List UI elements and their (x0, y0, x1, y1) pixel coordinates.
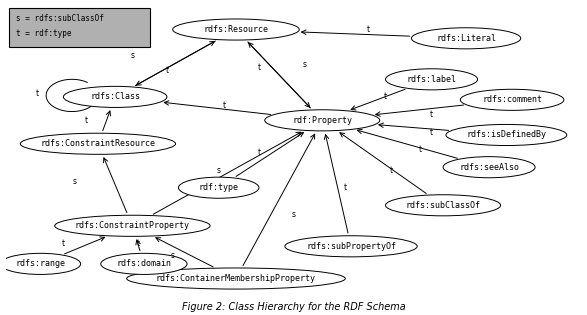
Text: t: t (258, 148, 261, 157)
Text: Figure 2: Class Hierarchy for the RDF Schema: Figure 2: Class Hierarchy for the RDF Sc… (181, 302, 406, 312)
FancyBboxPatch shape (9, 8, 150, 47)
Text: s: s (217, 166, 221, 175)
Text: t: t (419, 145, 421, 154)
Text: rdfs:comment: rdfs:comment (482, 95, 542, 104)
Text: rdfs:Resource: rdfs:Resource (204, 25, 268, 34)
Text: rdf:type: rdf:type (199, 183, 239, 192)
Text: s: s (303, 60, 307, 69)
Ellipse shape (460, 89, 564, 110)
Text: t: t (62, 239, 65, 248)
Text: t: t (367, 25, 370, 34)
Text: rdfs:subPropertyOf: rdfs:subPropertyOf (306, 242, 396, 251)
Text: rdfs:Literal: rdfs:Literal (436, 34, 496, 43)
Text: rdfs:Class: rdfs:Class (90, 92, 140, 101)
Text: s = rdfs:subClassOf
t = rdf:type: s = rdfs:subClassOf t = rdf:type (16, 14, 103, 38)
Text: rdfs:range: rdfs:range (15, 259, 65, 268)
Ellipse shape (411, 28, 521, 49)
Text: s: s (130, 51, 134, 60)
Text: t: t (137, 239, 140, 248)
Text: rdfs:subClassOf: rdfs:subClassOf (406, 201, 481, 210)
Text: s: s (73, 177, 77, 186)
Text: t: t (384, 92, 387, 101)
Ellipse shape (101, 253, 187, 274)
Text: rdfs:label: rdfs:label (407, 75, 457, 84)
Text: rdfs:ConstraintProperty: rdfs:ConstraintProperty (75, 221, 190, 230)
Text: t: t (430, 110, 433, 119)
Ellipse shape (285, 236, 417, 257)
Text: rdfs:ContainerMembershipProperty: rdfs:ContainerMembershipProperty (156, 274, 316, 283)
Ellipse shape (0, 253, 80, 274)
Ellipse shape (21, 133, 176, 154)
Text: t: t (223, 101, 226, 110)
Ellipse shape (173, 19, 299, 40)
Ellipse shape (443, 157, 535, 178)
Text: t: t (258, 63, 261, 72)
Text: t: t (344, 183, 347, 192)
Ellipse shape (55, 215, 210, 236)
Ellipse shape (446, 124, 567, 146)
Ellipse shape (63, 86, 167, 107)
Text: t: t (85, 116, 88, 125)
Text: rdfs:seeAlso: rdfs:seeAlso (459, 163, 519, 172)
Ellipse shape (265, 110, 380, 131)
Text: t: t (166, 66, 168, 75)
Ellipse shape (127, 268, 345, 289)
Ellipse shape (386, 195, 501, 216)
Text: rdfs:ConstraintResource: rdfs:ConstraintResource (41, 139, 156, 148)
Text: t: t (390, 166, 393, 175)
Ellipse shape (178, 177, 259, 198)
Text: s: s (171, 251, 175, 260)
Text: rdfs:domain: rdfs:domain (116, 259, 171, 268)
Ellipse shape (386, 69, 478, 90)
Text: t: t (36, 89, 39, 99)
Text: t: t (430, 128, 433, 136)
Text: rdfs:isDefinedBy: rdfs:isDefinedBy (466, 130, 546, 140)
Text: rdf:Property: rdf:Property (292, 116, 352, 125)
Text: s: s (292, 209, 295, 219)
